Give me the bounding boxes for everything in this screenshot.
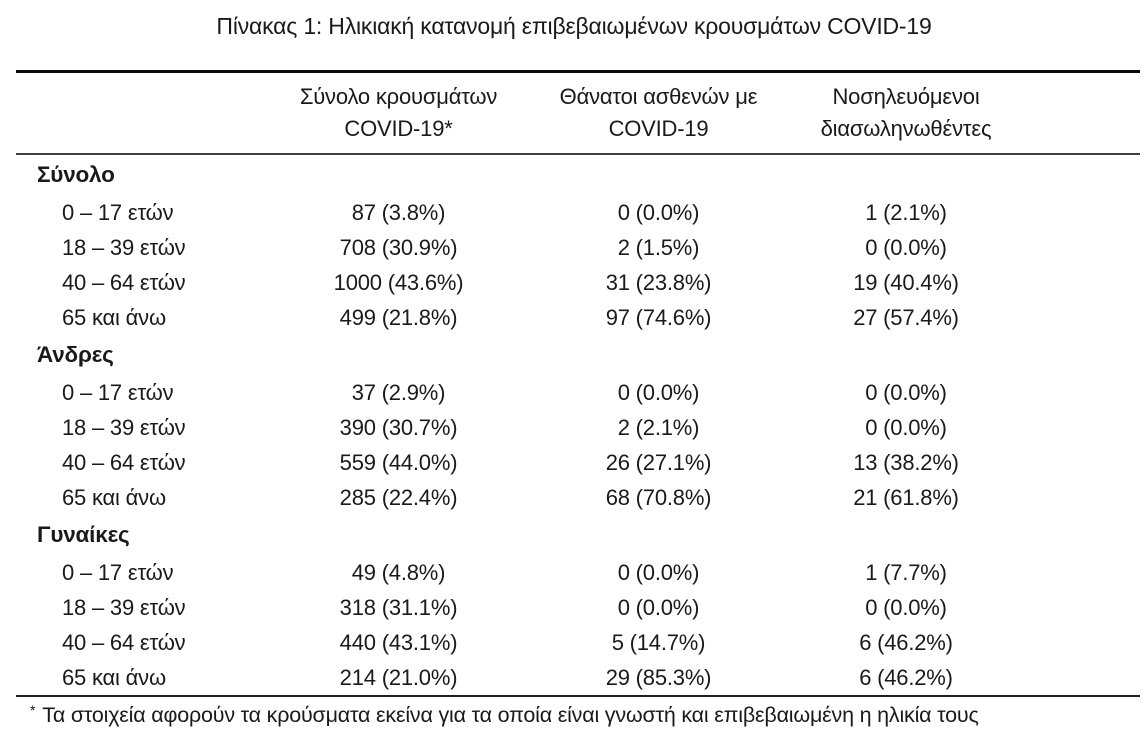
spacer-cell: [1026, 590, 1140, 625]
age-label: 65 και άνω: [62, 484, 166, 510]
cases-value: 285 (22.4%): [339, 484, 458, 510]
cases-value: 37 (2.9%): [351, 379, 446, 405]
table-row: 40 – 64 ετών 440 (43.1%) 5 (14.7%) 6 (46…: [16, 625, 1140, 660]
deaths-value: 29 (85.3%): [605, 664, 712, 690]
column-header-cases: Σύνολο κρουσμάτων COVID-19*: [266, 71, 531, 155]
cases-value: 390 (30.7%): [339, 414, 458, 440]
spacer-cell: [1026, 445, 1140, 480]
spacer-cell: [1026, 265, 1140, 300]
deaths-value: 68 (70.8%): [605, 484, 712, 510]
table-row: 65 και άνω 285 (22.4%) 68 (70.8%) 21 (61…: [16, 480, 1140, 515]
spacer-cell: [1026, 555, 1140, 590]
footnote-asterisk-marker: *: [30, 702, 36, 718]
footnote: * Τα στοιχεία αφορούν τα κρούσματα εκείνα…: [16, 700, 1140, 730]
deaths-value: 0 (0.0%): [617, 199, 700, 225]
table-row: 18 – 39 ετών 390 (30.7%) 2 (2.1%) 0 (0.0…: [16, 410, 1140, 445]
intubated-value: 21 (61.8%): [853, 484, 959, 510]
deaths-value: 0 (0.0%): [617, 559, 700, 585]
column-header-intubated-line2: διασωληνωθέντες: [820, 116, 992, 141]
age-label: 40 – 64 ετών: [62, 269, 186, 295]
group-header-row-women: Γυναίκες: [16, 515, 1140, 555]
cases-value: 499 (21.8%): [339, 304, 458, 330]
spacer-cell: [1026, 195, 1140, 230]
cases-value: 318 (31.1%): [339, 594, 458, 620]
table-header: Σύνολο κρουσμάτων COVID-19* Θάνατοι ασθε…: [16, 71, 1140, 155]
table-row: 0 – 17 ετών 37 (2.9%) 0 (0.0%) 0 (0.0%): [16, 375, 1140, 410]
intubated-value: 19 (40.4%): [853, 269, 959, 295]
cases-value: 1000 (43.6%): [333, 269, 464, 295]
column-header-deaths-line1: Θάνατοι ασθενών με: [559, 84, 758, 109]
spacer-cell: [1026, 300, 1140, 335]
intubated-value: 0 (0.0%): [865, 379, 947, 405]
table-row: 18 – 39 ετών 708 (30.9%) 2 (1.5%) 0 (0.0…: [16, 230, 1140, 265]
deaths-value: 26 (27.1%): [605, 449, 712, 475]
deaths-value: 0 (0.0%): [617, 379, 700, 405]
header-row: Σύνολο κρουσμάτων COVID-19* Θάνατοι ασθε…: [16, 71, 1140, 155]
group-label-total: Σύνολο: [37, 162, 115, 187]
table-title: Πίνακας 1: Ηλικιακή κατανομή επιβεβαιωμέ…: [216, 13, 932, 39]
group-header-row-men: Άνδρες: [16, 335, 1140, 375]
cases-value: 49 (4.8%): [351, 559, 446, 585]
table-row: 40 – 64 ετών 559 (44.0%) 26 (27.1%) 13 (…: [16, 445, 1140, 480]
group-header-row-total: Σύνολο: [16, 154, 1140, 195]
age-label: 0 – 17 ετών: [62, 559, 174, 585]
column-header-cases-line2: COVID-19*: [344, 116, 453, 141]
deaths-value: 31 (23.8%): [605, 269, 712, 295]
spacer-cell: [1026, 375, 1140, 410]
age-label: 18 – 39 ετών: [62, 234, 186, 260]
intubated-value: 6 (46.2%): [859, 664, 953, 690]
intubated-value: 13 (38.2%): [853, 449, 959, 475]
column-header-deaths-line2: COVID-19: [608, 116, 709, 141]
deaths-value: 2 (1.5%): [617, 234, 700, 260]
table-body: Σύνολο 0 – 17 ετών 87 (3.8%) 0 (0.0%) 1 …: [16, 154, 1140, 696]
table-row: 18 – 39 ετών 318 (31.1%) 0 (0.0%) 0 (0.0…: [16, 590, 1140, 625]
intubated-value: 0 (0.0%): [865, 234, 947, 260]
spacer-cell: [1026, 480, 1140, 515]
column-header-intubated: Νοσηλευόμενοι διασωληνωθέντες: [786, 71, 1026, 155]
table-row: 65 και άνω 499 (21.8%) 97 (74.6%) 27 (57…: [16, 300, 1140, 335]
deaths-value: 97 (74.6%): [605, 304, 712, 330]
column-header-deaths: Θάνατοι ασθενών με COVID-19: [531, 71, 786, 155]
cases-value: 708 (30.9%): [339, 234, 458, 260]
age-label: 0 – 17 ετών: [62, 199, 174, 225]
deaths-value: 2 (2.1%): [617, 414, 700, 440]
spacer-cell: [1026, 625, 1140, 660]
age-label: 18 – 39 ετών: [62, 414, 186, 440]
spacer-cell: [1026, 230, 1140, 265]
intubated-value: 0 (0.0%): [865, 414, 947, 440]
intubated-value: 6 (46.2%): [859, 629, 953, 655]
age-label: 0 – 17 ετών: [62, 379, 174, 405]
intubated-value: 1 (7.7%): [865, 559, 947, 585]
cases-value: 87 (3.8%): [351, 199, 446, 225]
age-label: 65 και άνω: [62, 304, 166, 330]
column-header-cases-line1: Σύνολο κρουσμάτων: [299, 84, 498, 109]
age-label: 18 – 39 ετών: [62, 594, 186, 620]
deaths-value: 0 (0.0%): [617, 594, 700, 620]
age-label: 40 – 64 ετών: [62, 629, 186, 655]
table-row: 0 – 17 ετών 87 (3.8%) 0 (0.0%) 1 (2.1%): [16, 195, 1140, 230]
group-label-men: Άνδρες: [37, 342, 114, 367]
table-row: 65 και άνω 214 (21.0%) 29 (85.3%) 6 (46.…: [16, 660, 1140, 696]
age-label: 65 και άνω: [62, 664, 166, 690]
intubated-value: 27 (57.4%): [853, 304, 959, 330]
spacer-cell: [1026, 660, 1140, 696]
table-row: 0 – 17 ετών 49 (4.8%) 0 (0.0%) 1 (7.7%): [16, 555, 1140, 590]
cases-value: 214 (21.0%): [339, 664, 458, 690]
table-row: 40 – 64 ετών 1000 (43.6%) 31 (23.8%) 19 …: [16, 265, 1140, 300]
cases-value: 440 (43.1%): [339, 629, 458, 655]
header-empty-cell: [16, 71, 266, 155]
intubated-value: 0 (0.0%): [865, 594, 947, 620]
footnote-text: Τα στοιχεία αφορούν τα κρούσματα εκείνα …: [42, 703, 979, 727]
age-label: 40 – 64 ετών: [62, 449, 186, 475]
cases-value: 559 (44.0%): [339, 449, 458, 475]
covid-age-distribution-table: Σύνολο κρουσμάτων COVID-19* Θάνατοι ασθε…: [16, 70, 1140, 697]
column-header-intubated-line1: Νοσηλευόμενοι: [832, 84, 980, 109]
intubated-value: 1 (2.1%): [865, 199, 947, 225]
spacer-cell: [1026, 410, 1140, 445]
deaths-value: 5 (14.7%): [611, 629, 706, 655]
group-label-women: Γυναίκες: [37, 522, 130, 547]
header-spacer-cell: [1026, 71, 1140, 155]
